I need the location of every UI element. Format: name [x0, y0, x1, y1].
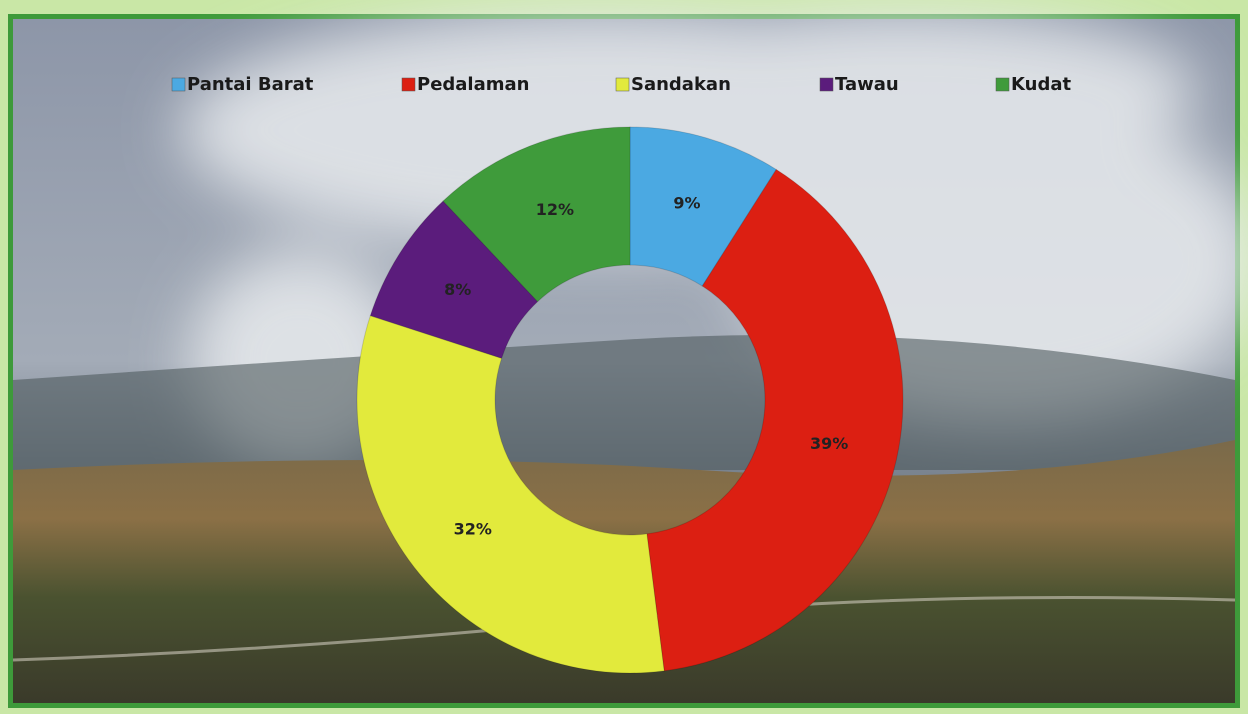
data-label: 12%	[536, 200, 574, 219]
legend-label: Pantai Barat	[187, 74, 314, 95]
legend-swatch	[616, 78, 629, 91]
legend-label: Pedalaman	[417, 74, 529, 95]
legend-label: Tawau	[835, 74, 899, 95]
legend-swatch	[402, 78, 415, 91]
legend-label: Kudat	[1011, 74, 1071, 95]
data-label: 32%	[454, 520, 492, 539]
data-label: 8%	[444, 280, 471, 299]
legend-swatch	[996, 78, 1009, 91]
legend-swatch	[172, 78, 185, 91]
data-label: 9%	[673, 194, 700, 213]
chart: 9% 39% 32% 8% 12% Pantai Barat Pedalaman Sanda…	[0, 0, 1248, 714]
legend-label: Sandakan	[631, 74, 731, 95]
data-label: 39%	[810, 434, 848, 453]
legend-swatch	[820, 78, 833, 91]
